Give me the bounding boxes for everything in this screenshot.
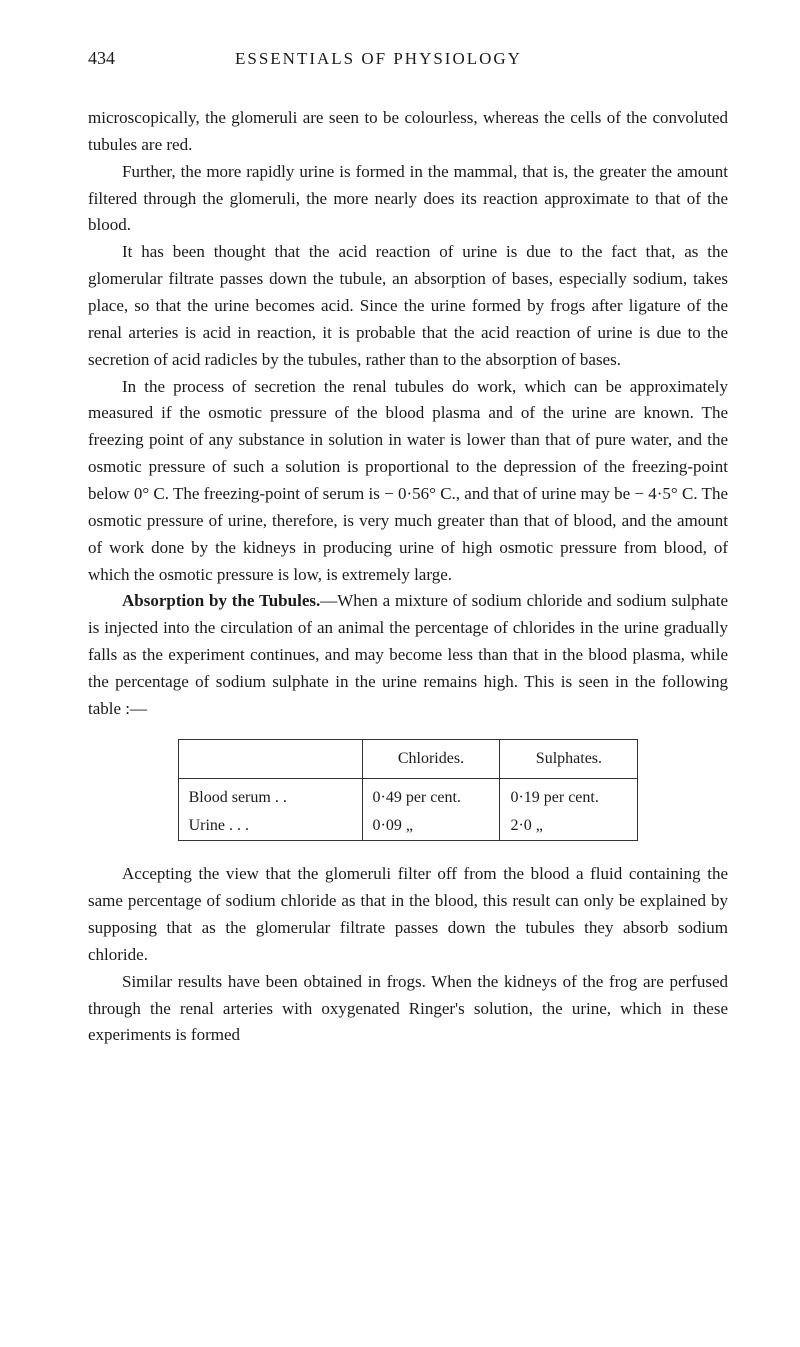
section-heading-absorption: Absorption by the Tubules. xyxy=(122,591,320,610)
paragraph-3: It has been thought that the acid reacti… xyxy=(88,239,728,373)
page-number: 434 xyxy=(88,48,115,69)
paragraph-2: Further, the more rapidly urine is forme… xyxy=(88,159,728,240)
table-row: Blood serum . . 0·49 per cent. 0·19 per … xyxy=(178,784,638,812)
paragraph-1: microscopically, the glomeruli are seen … xyxy=(88,105,728,159)
paragraph-4: In the process of secretion the renal tu… xyxy=(88,374,728,589)
table-header-sulphates: Sulphates. xyxy=(500,739,638,778)
chlorides-sulphates-table: Chlorides. Sulphates. Blood serum . . 0·… xyxy=(178,739,639,842)
table-cell-label: Blood serum . . xyxy=(178,784,362,812)
running-title: ESSENTIALS OF PHYSIOLOGY xyxy=(235,49,522,69)
table-header-empty xyxy=(178,739,362,778)
body-text: microscopically, the glomeruli are seen … xyxy=(88,105,728,723)
table-row: Urine . . . 0·09 „ 2·0 „ xyxy=(178,812,638,841)
body-text-lower: Accepting the view that the glomeruli fi… xyxy=(88,861,728,1049)
table-cell-chlorides: 0·49 per cent. xyxy=(362,784,500,812)
page-header: 434 ESSENTIALS OF PHYSIOLOGY xyxy=(88,48,728,69)
paragraph-6: Accepting the view that the glomeruli fi… xyxy=(88,861,728,968)
table-cell-sulphates: 2·0 „ xyxy=(500,812,638,841)
table-cell-chlorides: 0·09 „ xyxy=(362,812,500,841)
data-table-container: Chlorides. Sulphates. Blood serum . . 0·… xyxy=(178,739,639,842)
table-cell-sulphates: 0·19 per cent. xyxy=(500,784,638,812)
paragraph-5: Absorption by the Tubules.—When a mixtur… xyxy=(88,588,728,722)
table-cell-label: Urine . . . xyxy=(178,812,362,841)
paragraph-7: Similar results have been obtained in fr… xyxy=(88,969,728,1050)
table-header-chlorides: Chlorides. xyxy=(362,739,500,778)
table-header-row: Chlorides. Sulphates. xyxy=(178,739,638,778)
